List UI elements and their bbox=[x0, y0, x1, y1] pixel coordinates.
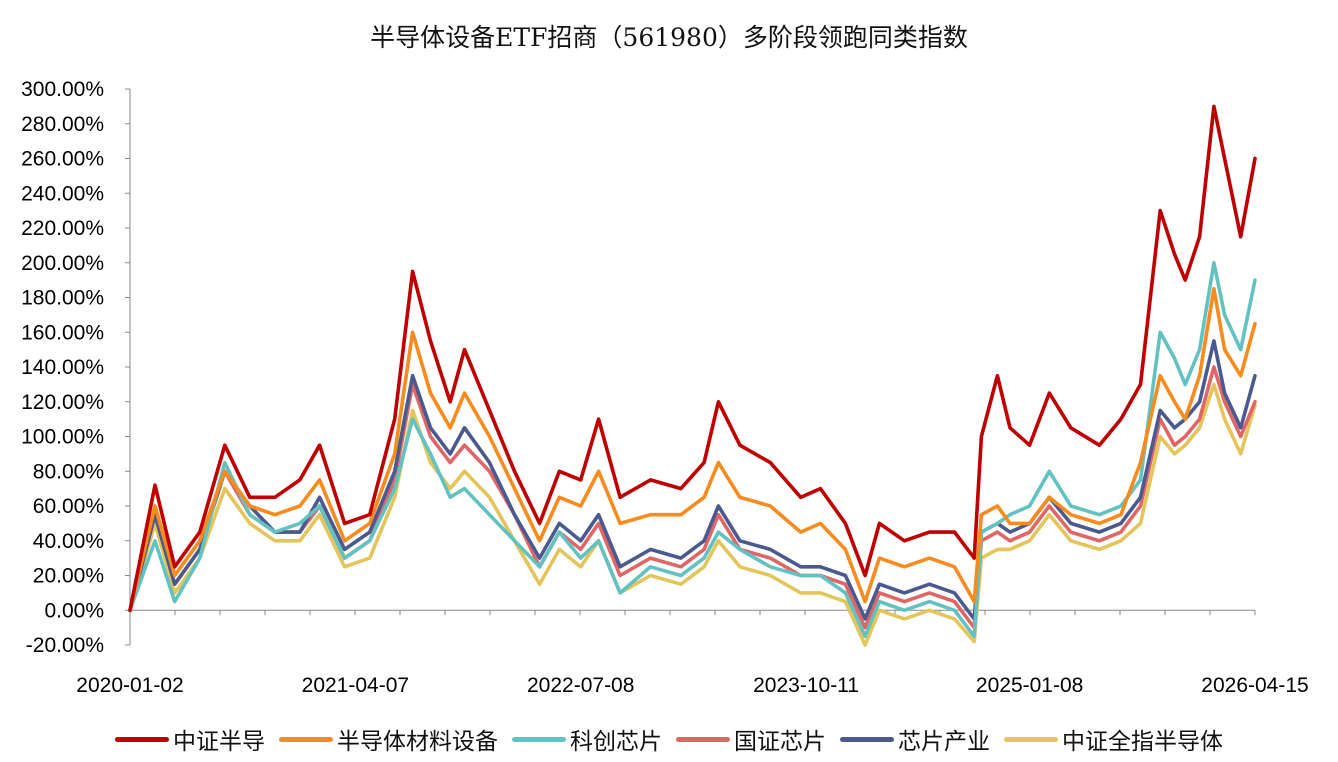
series-line-科创芯片 bbox=[128, 260, 1257, 639]
line-chart: -20.00% 0.00% 20.00% 40.00% 60.00% 80.00% 100.… bbox=[21, 78, 1309, 697]
x-tick-label: 2022-07-08 bbox=[527, 674, 634, 697]
y-tick-label: 220.00% bbox=[21, 217, 104, 240]
x-tick-label: 2020-01-02 bbox=[76, 674, 183, 697]
legend-swatch bbox=[676, 736, 730, 742]
legend-swatch bbox=[840, 736, 894, 742]
series-line-国证芯片 bbox=[128, 365, 1257, 630]
legend-label: 中证全指半导体 bbox=[1062, 729, 1223, 755]
legend: 中证半导 半导体材料设备 科创芯片 国证芯片 芯片产业 中证全指半导体 bbox=[0, 722, 1338, 756]
legend-label: 半导体材料设备 bbox=[337, 729, 498, 755]
legend-item: 国证芯片 bbox=[676, 722, 826, 756]
legend-item: 半导体材料设备 bbox=[279, 722, 498, 756]
legend-swatch bbox=[512, 736, 566, 742]
y-tick-label: 40.00% bbox=[33, 530, 104, 553]
y-tick-label: -20.00% bbox=[26, 634, 104, 657]
y-tick-label: 260.00% bbox=[21, 148, 104, 171]
legend-label: 科创芯片 bbox=[570, 729, 662, 755]
series-line-半导体材料设备 bbox=[128, 286, 1257, 613]
legend-item: 科创芯片 bbox=[512, 722, 662, 756]
x-tick-label: 2026-04-15 bbox=[1201, 674, 1308, 697]
series-line-芯片产业 bbox=[128, 339, 1257, 621]
x-tick-label: 2023-10-11 bbox=[753, 674, 859, 697]
y-tick-label: 140.00% bbox=[21, 356, 104, 379]
y-tick-label: 0.00% bbox=[44, 599, 104, 622]
y-tick-label: 120.00% bbox=[21, 391, 104, 414]
series-line-中证全指半导体 bbox=[128, 382, 1257, 647]
legend-swatch bbox=[1004, 736, 1058, 742]
y-tick-label: 80.00% bbox=[33, 460, 104, 483]
series-line-中证半导 bbox=[128, 104, 1257, 613]
y-tick-label: 180.00% bbox=[21, 287, 104, 310]
y-tick-label: 20.00% bbox=[33, 565, 104, 588]
legend-item: 芯片产业 bbox=[840, 722, 990, 756]
x-tick-label: 2025-01-08 bbox=[976, 674, 1083, 697]
y-tick-label: 300.00% bbox=[21, 78, 104, 101]
x-tick-label: 2021-04-07 bbox=[302, 674, 409, 697]
y-tick-label: 100.00% bbox=[21, 426, 104, 449]
legend-label: 国证芯片 bbox=[734, 729, 826, 755]
legend-swatch bbox=[115, 736, 169, 742]
legend-item: 中证半导 bbox=[115, 722, 265, 756]
legend-label: 中证半导 bbox=[173, 729, 265, 755]
y-tick-label: 60.00% bbox=[33, 495, 104, 518]
chart-title: 半导体设备ETF招商（561980）多阶段领跑同类指数 bbox=[370, 23, 968, 52]
legend-label: 芯片产业 bbox=[898, 729, 990, 755]
y-tick-label: 200.00% bbox=[21, 252, 104, 275]
y-tick-label: 160.00% bbox=[21, 321, 104, 344]
y-tick-label: 240.00% bbox=[21, 182, 104, 205]
y-tick-label: 280.00% bbox=[21, 113, 104, 136]
legend-swatch bbox=[279, 736, 333, 742]
legend-item: 中证全指半导体 bbox=[1004, 722, 1223, 756]
